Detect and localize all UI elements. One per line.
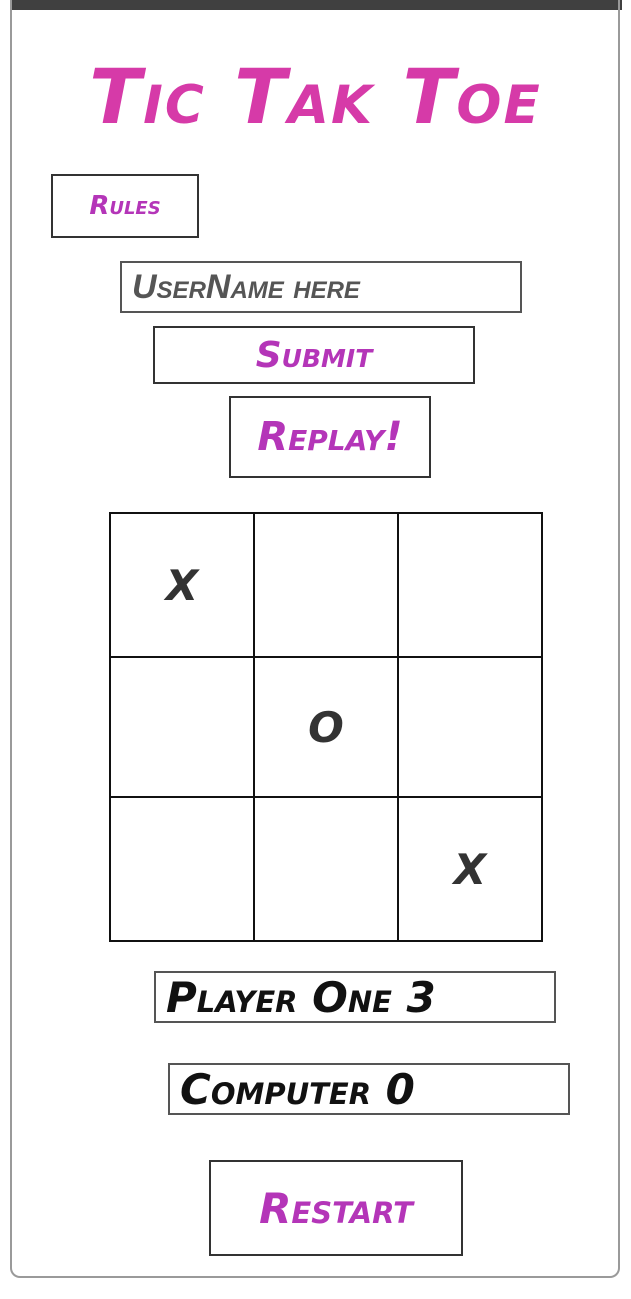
board-cell-3[interactable] — [399, 514, 541, 658]
board-cell-9[interactable]: X — [453, 844, 487, 894]
board-cell-2[interactable] — [255, 514, 399, 658]
rules-button[interactable]: Rules — [51, 174, 199, 238]
game-board: X O X — [109, 512, 543, 942]
username-input[interactable] — [120, 261, 522, 313]
board-cell-6[interactable] — [399, 658, 541, 798]
board-cell-8[interactable] — [255, 798, 399, 940]
board-cell-1[interactable]: X — [111, 514, 255, 658]
page-title: Tic Tak Toe — [89, 52, 542, 141]
top-bar — [10, 0, 622, 10]
board-cell-7[interactable] — [111, 798, 255, 940]
submit-button-label: Submit — [255, 334, 373, 376]
rules-button-label: Rules — [89, 191, 161, 221]
restart-button[interactable]: Restart — [209, 1160, 463, 1256]
restart-button-label: Restart — [259, 1183, 413, 1233]
replay-button-label: Replay! — [257, 414, 403, 460]
computer-score: Computer 0 — [168, 1063, 570, 1115]
app-frame — [10, 0, 620, 1278]
submit-button[interactable]: Submit — [153, 326, 475, 384]
board-cell-5[interactable]: O — [255, 658, 399, 798]
player-score: Player One 3 — [154, 971, 556, 1023]
board-cell-4[interactable] — [111, 658, 255, 798]
replay-button[interactable]: Replay! — [229, 396, 431, 478]
